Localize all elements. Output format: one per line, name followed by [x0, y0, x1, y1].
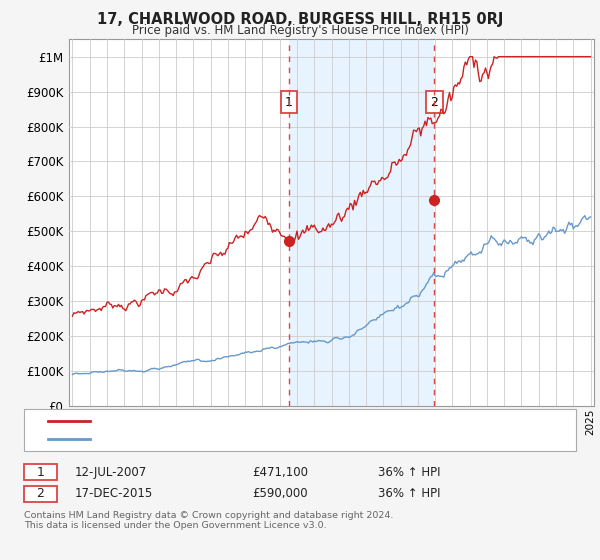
Text: 36% ↑ HPI: 36% ↑ HPI	[378, 487, 440, 501]
Text: 17, CHARLWOOD ROAD, BURGESS HILL, RH15 0RJ: 17, CHARLWOOD ROAD, BURGESS HILL, RH15 0…	[97, 12, 503, 27]
Text: 17, CHARLWOOD ROAD, BURGESS HILL, RH15 0RJ (detached house): 17, CHARLWOOD ROAD, BURGESS HILL, RH15 0…	[96, 416, 469, 426]
Text: £590,000: £590,000	[252, 487, 308, 501]
Text: 36% ↑ HPI: 36% ↑ HPI	[378, 465, 440, 479]
Text: £471,100: £471,100	[252, 465, 308, 479]
Text: Contains HM Land Registry data © Crown copyright and database right 2024.
This d: Contains HM Land Registry data © Crown c…	[24, 511, 394, 530]
Text: 17-DEC-2015: 17-DEC-2015	[75, 487, 153, 501]
Text: HPI: Average price, detached house, Lewes: HPI: Average price, detached house, Lewe…	[96, 434, 332, 444]
Text: Price paid vs. HM Land Registry's House Price Index (HPI): Price paid vs. HM Land Registry's House …	[131, 24, 469, 36]
Bar	[289, 39, 434, 406]
Text: 2: 2	[37, 487, 44, 501]
Text: 1: 1	[37, 465, 44, 479]
Text: 12-JUL-2007: 12-JUL-2007	[75, 465, 147, 479]
Text: 1: 1	[285, 96, 293, 109]
Text: 2: 2	[430, 96, 439, 109]
